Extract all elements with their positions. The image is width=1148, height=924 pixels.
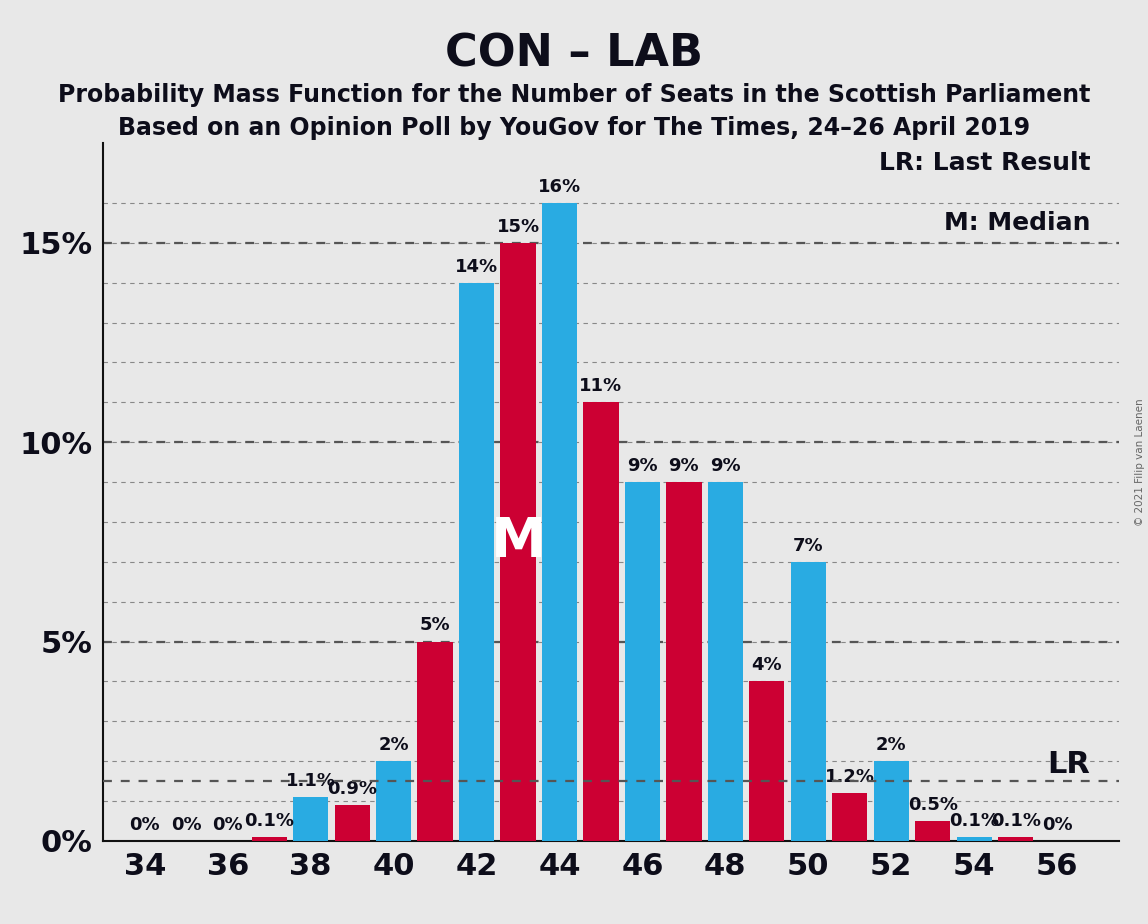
- Text: M: Median: M: Median: [944, 211, 1091, 235]
- Text: CON – LAB: CON – LAB: [445, 32, 703, 76]
- Text: 2%: 2%: [379, 736, 409, 754]
- Text: LR: LR: [1047, 750, 1091, 779]
- Bar: [832, 793, 868, 841]
- Text: 15%: 15%: [496, 218, 540, 236]
- Bar: [459, 283, 494, 841]
- Text: 0%: 0%: [212, 816, 243, 833]
- Bar: [750, 681, 784, 841]
- Bar: [915, 821, 951, 841]
- Text: Probability Mass Function for the Number of Seats in the Scottish Parliament: Probability Mass Function for the Number…: [57, 83, 1091, 107]
- Text: 5%: 5%: [420, 616, 450, 635]
- Text: 9%: 9%: [668, 456, 699, 475]
- Text: LR: Last Result: LR: Last Result: [878, 152, 1091, 176]
- Text: 0%: 0%: [130, 816, 160, 833]
- Bar: [377, 761, 411, 841]
- Text: Based on an Opinion Poll by YouGov for The Times, 24–26 April 2019: Based on an Opinion Poll by YouGov for T…: [118, 116, 1030, 140]
- Text: 9%: 9%: [709, 456, 740, 475]
- Text: 0.1%: 0.1%: [949, 811, 999, 830]
- Text: 0%: 0%: [1041, 816, 1072, 833]
- Bar: [418, 641, 452, 841]
- Bar: [874, 761, 909, 841]
- Bar: [293, 797, 328, 841]
- Text: 2%: 2%: [876, 736, 907, 754]
- Bar: [251, 837, 287, 841]
- Bar: [542, 203, 577, 841]
- Bar: [583, 402, 619, 841]
- Bar: [501, 243, 536, 841]
- Text: 7%: 7%: [793, 537, 823, 554]
- Bar: [998, 837, 1033, 841]
- Text: 16%: 16%: [538, 177, 581, 196]
- Bar: [666, 482, 701, 841]
- Text: 9%: 9%: [627, 456, 658, 475]
- Bar: [707, 482, 743, 841]
- Text: 11%: 11%: [580, 377, 622, 395]
- Text: 0.9%: 0.9%: [327, 780, 378, 797]
- Text: © 2021 Filip van Laenen: © 2021 Filip van Laenen: [1135, 398, 1145, 526]
- Text: 14%: 14%: [455, 258, 498, 275]
- Bar: [791, 562, 825, 841]
- Bar: [334, 805, 370, 841]
- Text: M: M: [490, 515, 545, 569]
- Text: 1.1%: 1.1%: [286, 772, 335, 790]
- Text: 1.2%: 1.2%: [824, 768, 875, 785]
- Text: 0.5%: 0.5%: [908, 796, 957, 814]
- Text: 0%: 0%: [171, 816, 202, 833]
- Text: 4%: 4%: [752, 656, 782, 675]
- Text: 0.1%: 0.1%: [245, 811, 294, 830]
- Text: 0.1%: 0.1%: [991, 811, 1040, 830]
- Bar: [625, 482, 660, 841]
- Bar: [956, 837, 992, 841]
